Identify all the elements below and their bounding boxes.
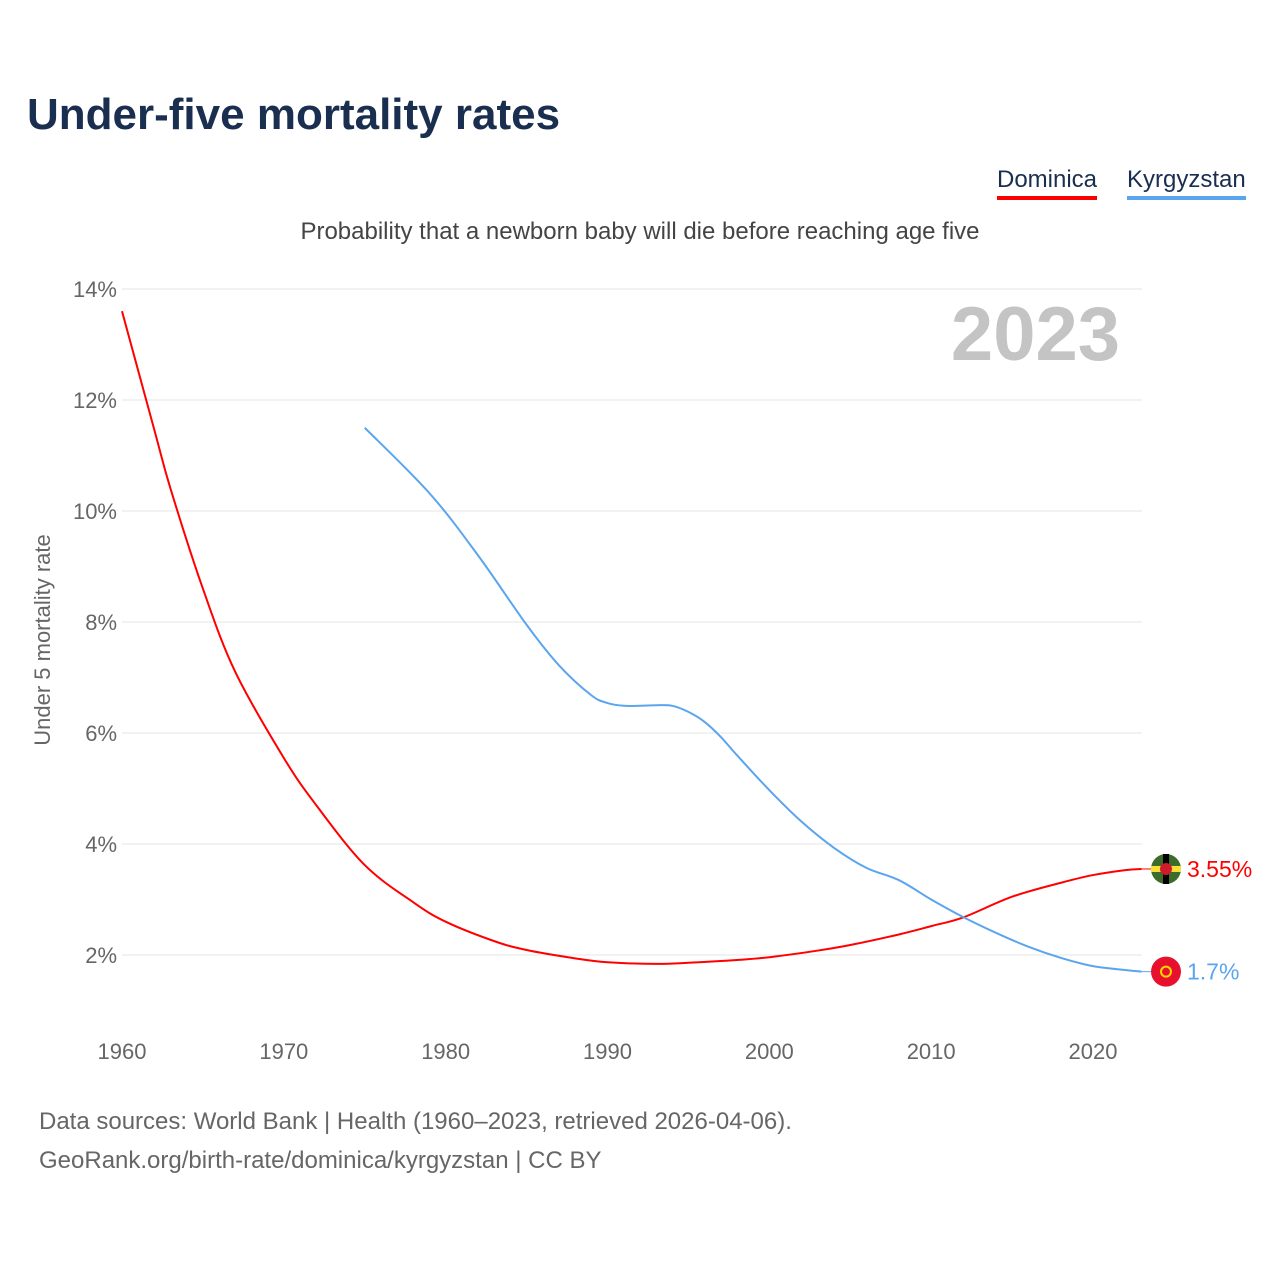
legend-kyrgyzstan[interactable]: Kyrgyzstan — [1127, 166, 1246, 200]
end-value-label: 3.55% — [1187, 856, 1252, 882]
y-axis-label: Under 5 mortality rate — [30, 534, 55, 746]
x-tick-label: 1990 — [583, 1039, 632, 1064]
y-tick-label: 8% — [85, 610, 117, 635]
source-line-1: Data sources: World Bank | Health (1960–… — [39, 1108, 792, 1135]
series-line-dominica — [121, 310, 1142, 965]
flag-disc — [1160, 862, 1172, 875]
year-watermark: 2023 — [951, 292, 1120, 377]
y-tick-label: 10% — [73, 499, 117, 524]
chart-title: Under-five mortality rates — [27, 90, 561, 139]
x-tick-label: 1980 — [421, 1039, 470, 1064]
x-tick-label: 1960 — [98, 1039, 147, 1064]
y-tick-label: 4% — [85, 832, 117, 857]
x-tick-label: 2010 — [907, 1039, 956, 1064]
flag-sun — [1160, 965, 1172, 978]
series-line-kyrgyzstan — [364, 427, 1142, 973]
x-tick-label: 2000 — [745, 1039, 794, 1064]
y-tick-label: 2% — [85, 943, 117, 968]
x-tick-label: 1970 — [259, 1039, 308, 1064]
y-tick-label: 6% — [85, 721, 117, 746]
source-line-2: GeoRank.org/birth-rate/dominica/kyrgyzst… — [39, 1147, 602, 1174]
x-tick-label: 2020 — [1069, 1039, 1118, 1064]
end-value-label: 1.7% — [1187, 959, 1239, 985]
legend-dominica[interactable]: Dominica — [997, 166, 1098, 200]
y-tick-label: 12% — [73, 388, 117, 413]
y-tick-label: 14% — [73, 277, 117, 302]
kyrgyzstan-flag-icon — [1151, 956, 1181, 987]
chart-subtitle: Probability that a newborn baby will die… — [300, 218, 980, 245]
